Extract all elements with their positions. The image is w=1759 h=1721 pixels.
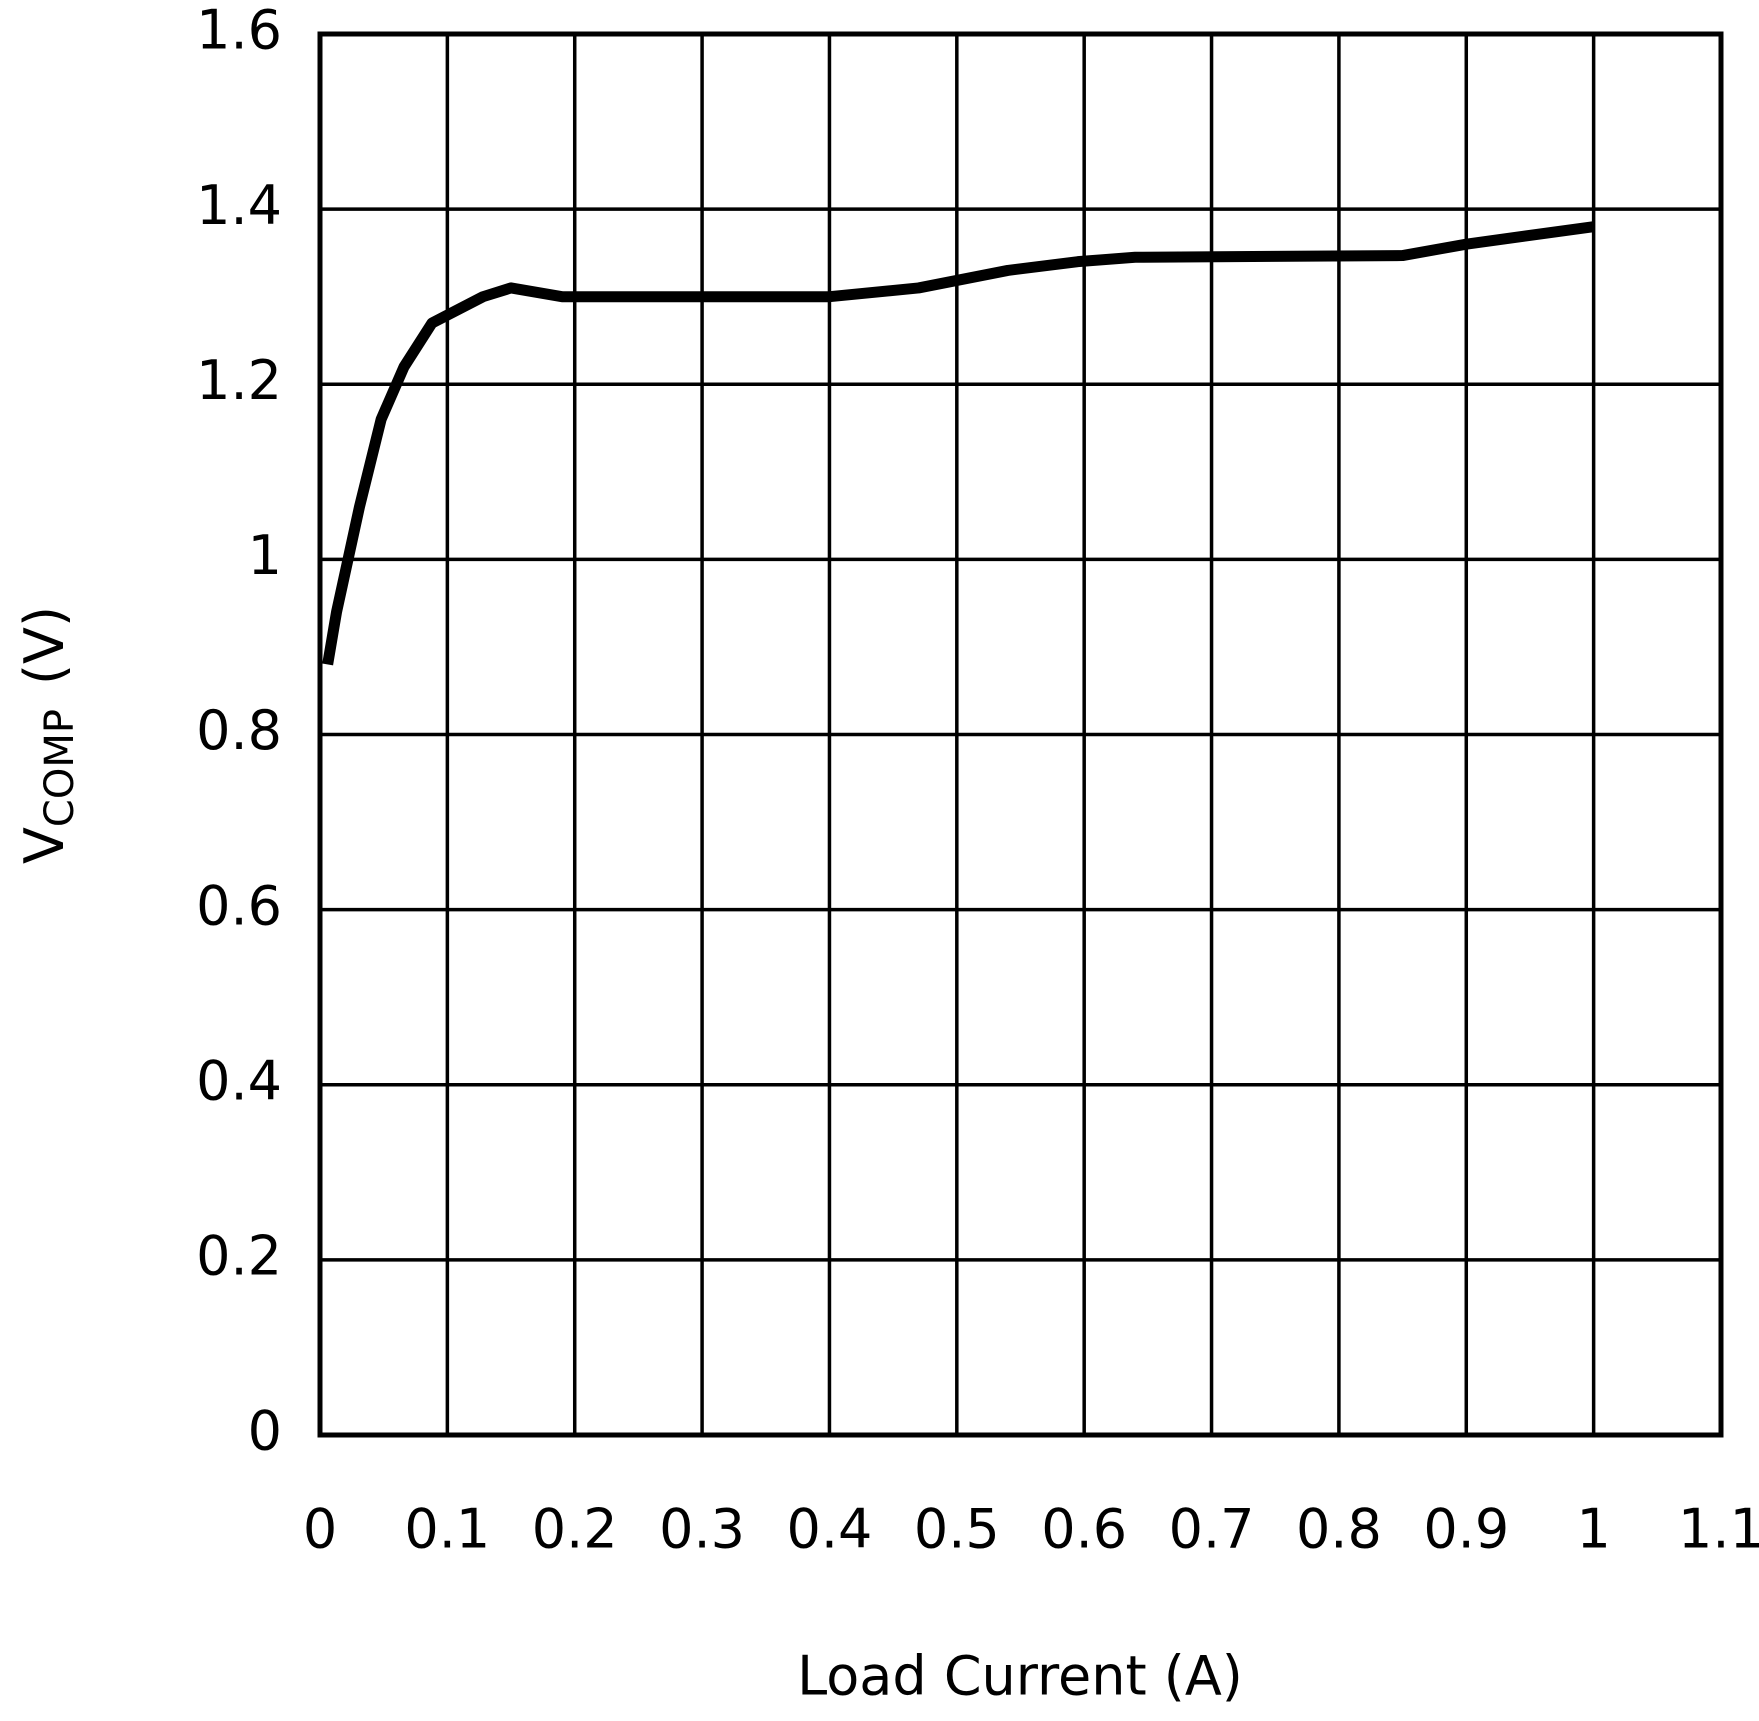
y-axis-label-unit: (V): [13, 606, 76, 685]
y-axis-label-main: V: [13, 827, 76, 864]
y-tick-label: 0.8: [196, 699, 282, 762]
y-tick-label: 1.6: [196, 0, 282, 62]
x-tick-label: 0.4: [787, 1498, 873, 1561]
x-tick-label: 1: [1576, 1498, 1610, 1561]
y-tick-label: 0: [248, 1400, 282, 1463]
x-tick-label: 0.2: [532, 1498, 618, 1561]
x-tick-label: 0.9: [1423, 1498, 1509, 1561]
x-tick-label: 1.1: [1678, 1498, 1759, 1561]
plot-frame: [317, 31, 1724, 1438]
y-tick-label: 0.4: [196, 1049, 282, 1112]
y-tick-label: 1: [248, 524, 282, 587]
x-tick-label: 0.6: [1041, 1498, 1127, 1561]
y-tick-label: 0.6: [196, 874, 282, 937]
x-tick-label: 0.1: [404, 1498, 490, 1561]
data-line: [322, 221, 1595, 666]
y-tick-label: 0.2: [196, 1225, 282, 1288]
y-tick-label: 1.2: [196, 349, 282, 412]
x-tick-label: 0.8: [1296, 1498, 1382, 1561]
y-axis-label-subscript: COMP: [37, 709, 83, 827]
x-axis-label: Load Current (A): [797, 1645, 1243, 1708]
x-tick-label: 0.5: [914, 1498, 1000, 1561]
x-tick-label: 0.7: [1169, 1498, 1255, 1561]
x-tick-label: 0.3: [659, 1498, 745, 1561]
y-tick-label: 1.4: [196, 174, 282, 237]
y-axis-label: VCOMP (V): [13, 606, 83, 864]
x-tick-label: 0: [303, 1498, 337, 1561]
